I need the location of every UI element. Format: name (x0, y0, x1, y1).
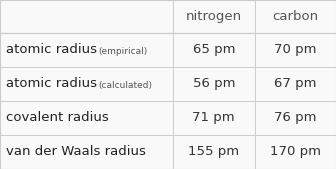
Text: 155 pm: 155 pm (188, 146, 239, 159)
Text: (calculated): (calculated) (99, 81, 153, 90)
Text: 65 pm: 65 pm (193, 43, 235, 56)
Text: atomic radius: atomic radius (6, 77, 97, 90)
Text: (empirical): (empirical) (99, 47, 148, 56)
Text: nitrogen: nitrogen (186, 10, 242, 23)
Text: covalent radius: covalent radius (6, 112, 109, 125)
Text: 67 pm: 67 pm (274, 77, 317, 90)
Text: atomic radius: atomic radius (6, 43, 97, 56)
Text: 70 pm: 70 pm (274, 43, 317, 56)
Text: 170 pm: 170 pm (270, 146, 321, 159)
Text: carbon: carbon (272, 10, 318, 23)
Text: 56 pm: 56 pm (193, 77, 235, 90)
Text: 76 pm: 76 pm (274, 112, 317, 125)
Text: 71 pm: 71 pm (193, 112, 235, 125)
Text: van der Waals radius: van der Waals radius (6, 146, 146, 159)
